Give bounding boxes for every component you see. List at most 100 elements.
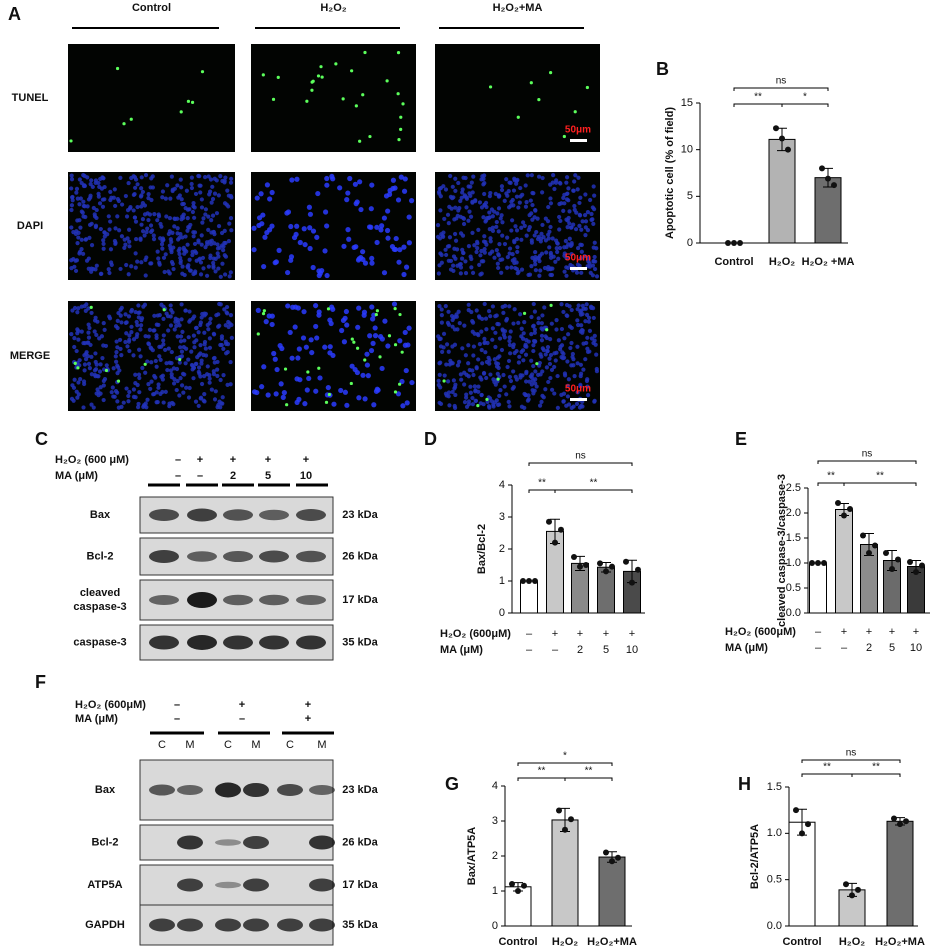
nucleus xyxy=(183,234,188,239)
tunel-cell xyxy=(116,379,121,383)
nucleus xyxy=(514,236,520,242)
nucleus xyxy=(382,318,388,324)
nucleus xyxy=(344,402,350,408)
nucleus xyxy=(189,175,194,180)
nucleus xyxy=(586,256,591,261)
cells xyxy=(488,71,589,139)
nucleus xyxy=(564,265,569,270)
y-axis-label: Bax/ATP5A xyxy=(466,827,478,886)
nucleus xyxy=(575,361,580,366)
nucleus xyxy=(144,229,149,235)
nucleus xyxy=(119,234,125,239)
condition-value: – xyxy=(815,642,822,654)
band xyxy=(223,509,253,521)
nucleus xyxy=(138,354,143,359)
nucleus xyxy=(494,248,499,253)
nucleus xyxy=(546,379,551,385)
nucleus xyxy=(458,198,463,204)
nucleus xyxy=(565,394,571,399)
nucleus xyxy=(161,342,166,347)
nucleus xyxy=(101,397,106,403)
nucleus xyxy=(446,309,451,314)
nucleus xyxy=(463,259,468,264)
nucleus xyxy=(504,318,509,323)
nucleus xyxy=(267,227,273,233)
nucleus xyxy=(72,305,78,311)
nucleus xyxy=(159,302,164,307)
nucleus xyxy=(133,309,138,315)
nucleus xyxy=(578,242,583,247)
nucleus xyxy=(72,344,77,350)
nucleus xyxy=(500,304,505,309)
nucleus xyxy=(96,180,101,186)
panel-letter: H xyxy=(738,774,751,794)
nucleus xyxy=(553,358,558,363)
nucleus xyxy=(510,218,515,223)
nucleus xyxy=(93,367,99,372)
tunel-cell xyxy=(352,340,356,344)
nucleus xyxy=(552,391,557,396)
nucleus xyxy=(193,399,199,404)
nucleus xyxy=(477,315,482,320)
nucleus xyxy=(189,185,195,191)
nucleus xyxy=(218,377,223,383)
nucleus xyxy=(97,201,103,206)
band xyxy=(177,785,203,795)
nucleus xyxy=(572,179,577,184)
tunel-cell xyxy=(271,97,276,101)
replicate-point xyxy=(860,532,866,539)
nucleus xyxy=(313,388,319,394)
nucleus xyxy=(345,190,351,196)
nucleus xyxy=(454,312,459,317)
nucleus xyxy=(154,364,159,369)
tunel-cell xyxy=(573,110,577,114)
nucleus xyxy=(133,185,138,190)
nucleus xyxy=(341,243,347,249)
nucleus xyxy=(198,183,203,188)
tunel-cell xyxy=(341,97,345,101)
nucleus xyxy=(445,244,451,249)
nucleus xyxy=(464,372,469,377)
nucleus xyxy=(189,181,194,187)
nucleus xyxy=(158,236,163,241)
nucleus xyxy=(582,254,587,259)
nucleus xyxy=(588,197,593,203)
nucleus xyxy=(361,309,368,315)
nucleus xyxy=(507,205,512,210)
band-size: 17 kDa xyxy=(342,594,378,606)
nucleus xyxy=(535,236,541,242)
nucleus xyxy=(87,325,92,331)
band xyxy=(215,839,241,846)
nucleus xyxy=(531,348,536,354)
nucleus xyxy=(180,371,186,376)
nucleus xyxy=(501,332,507,337)
nucleus xyxy=(548,336,553,342)
nucleus xyxy=(131,192,136,198)
nucleus xyxy=(555,405,560,410)
nucleus xyxy=(164,361,169,366)
nucleus xyxy=(190,252,195,258)
nucleus xyxy=(446,394,451,399)
nucleus xyxy=(487,194,492,199)
nucleus xyxy=(406,325,412,331)
nucleus xyxy=(459,377,464,382)
nucleus xyxy=(72,336,77,341)
band xyxy=(309,835,335,850)
nucleus xyxy=(439,252,444,258)
significance-bracket xyxy=(517,777,566,781)
nucleus xyxy=(554,327,559,332)
nucleus xyxy=(549,367,555,373)
replicate-point xyxy=(515,888,521,894)
scale-bar xyxy=(570,139,587,142)
nucleus xyxy=(166,346,171,351)
nucleus xyxy=(566,198,571,203)
nucleus xyxy=(151,233,156,238)
tunel-cell xyxy=(104,368,109,373)
nucleus xyxy=(167,215,173,221)
y-axis-label: Apoptotic cell (% of field) xyxy=(664,107,676,239)
nucleus xyxy=(507,304,512,309)
nucleus xyxy=(381,270,388,276)
nucleus xyxy=(126,272,131,277)
nucleus xyxy=(74,190,79,195)
nucleus xyxy=(536,372,541,378)
